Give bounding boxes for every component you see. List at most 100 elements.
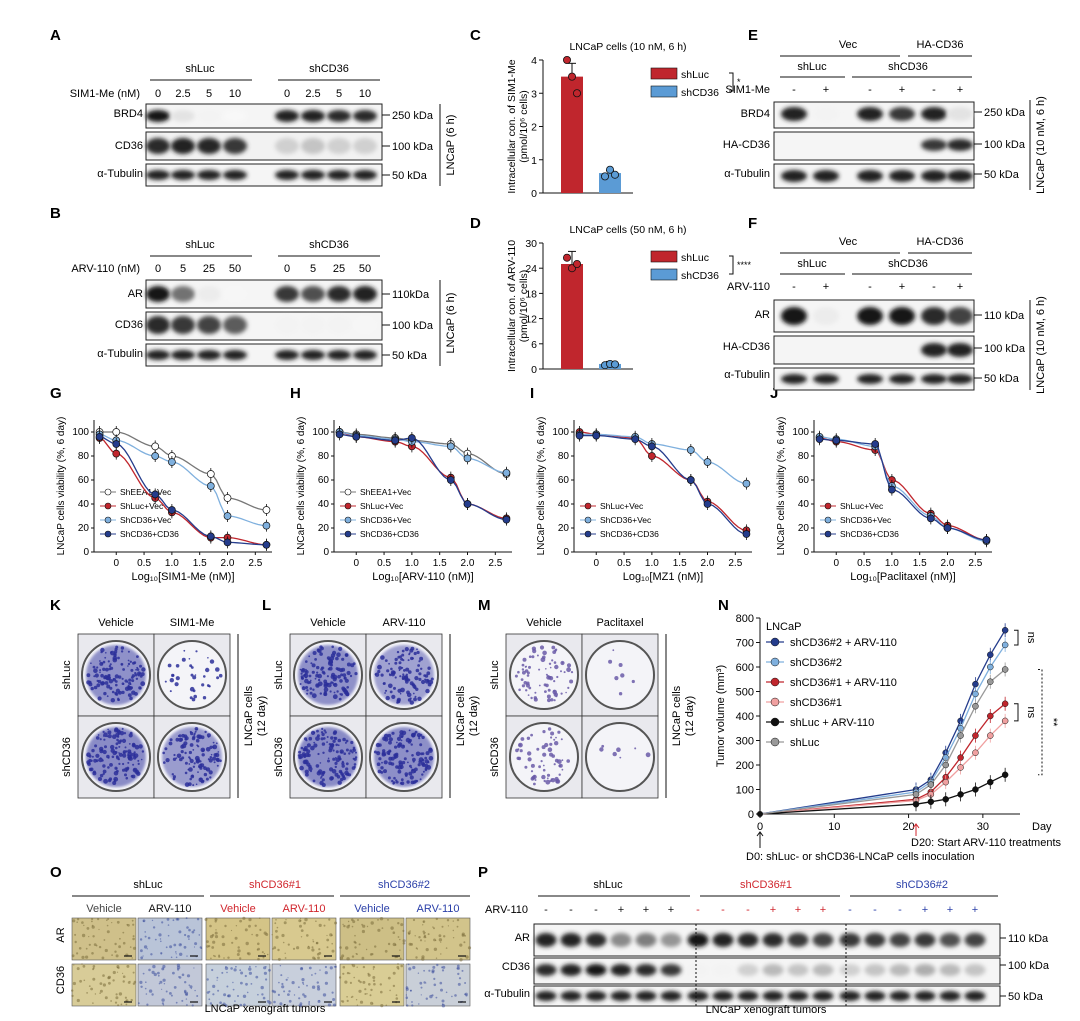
colony bbox=[532, 774, 537, 780]
x-tick-label: 1.5 bbox=[193, 558, 207, 569]
ihc-nucleus bbox=[239, 1003, 243, 1007]
x-tick-label: 1.5 bbox=[673, 558, 687, 569]
y-tick-label: 80 bbox=[558, 451, 570, 462]
ihc-nucleus bbox=[323, 924, 326, 927]
ihc-nucleus bbox=[357, 919, 359, 921]
treatment-signs: - - - + + + - - - + + + - - - + + + bbox=[544, 904, 978, 916]
colony bbox=[331, 769, 337, 774]
colony bbox=[86, 673, 91, 678]
ihc-nucleus bbox=[373, 982, 376, 986]
y-tick-label: 3 bbox=[531, 88, 537, 100]
ihc-nucleus bbox=[139, 938, 143, 941]
ihc-nucleus bbox=[211, 968, 214, 972]
colony bbox=[121, 677, 124, 680]
band-ar bbox=[921, 307, 947, 325]
colony bbox=[323, 729, 326, 732]
ihc-nucleus bbox=[107, 975, 111, 979]
band-cd36 bbox=[301, 316, 325, 334]
ihc-nucleus bbox=[99, 992, 101, 994]
ihc-nucleus bbox=[186, 955, 188, 957]
legend-label: shCD36#1 + ARV-110 bbox=[790, 677, 897, 689]
colony bbox=[545, 779, 551, 785]
band-ar bbox=[712, 933, 734, 947]
ihc-nucleus bbox=[457, 966, 460, 970]
colony bbox=[192, 675, 197, 680]
colony bbox=[333, 682, 338, 688]
colony bbox=[175, 676, 180, 681]
band-ar bbox=[947, 307, 973, 325]
ihc-nucleus bbox=[167, 924, 170, 926]
ihc-nucleus bbox=[342, 923, 344, 926]
group-shcd36-label: shCD36 bbox=[888, 61, 928, 73]
dose-label: 25 bbox=[333, 263, 345, 275]
ihc-nucleus bbox=[438, 934, 442, 938]
panel-d-bar-chart: LNCaP cells (50 nM, 6 h)0612182430Intrac… bbox=[506, 224, 752, 376]
treatment-sign: + bbox=[957, 281, 963, 293]
ihc-nucleus bbox=[313, 957, 316, 960]
ihc-nucleus bbox=[76, 998, 80, 1003]
ihc-nucleus bbox=[372, 976, 376, 979]
colony bbox=[100, 681, 105, 686]
ihc-nucleus bbox=[257, 993, 259, 996]
colony bbox=[405, 667, 410, 672]
colony bbox=[326, 675, 329, 678]
ihc-tile bbox=[271, 963, 337, 1007]
band-cd36 bbox=[964, 964, 986, 976]
chart-title: LNCaP cells (10 nM, 6 h) bbox=[569, 41, 686, 53]
ihc-nucleus bbox=[423, 934, 427, 938]
data-point bbox=[686, 446, 695, 454]
colony bbox=[303, 674, 306, 677]
colony bbox=[107, 756, 110, 759]
colony bbox=[401, 649, 405, 653]
band-tubulin bbox=[712, 991, 734, 1001]
dose-label: 0 bbox=[155, 88, 161, 100]
y-tick-label: 0 bbox=[563, 547, 569, 558]
ihc-nucleus bbox=[387, 976, 391, 980]
colony bbox=[547, 688, 551, 692]
colony bbox=[115, 746, 118, 750]
ihc-nucleus bbox=[78, 947, 82, 950]
colony bbox=[169, 690, 172, 693]
colony bbox=[99, 660, 101, 662]
data-point bbox=[942, 778, 949, 786]
ihc-nucleus bbox=[327, 1003, 331, 1007]
legend-marker bbox=[770, 657, 780, 667]
ihc-nucleus bbox=[140, 956, 144, 960]
ihc-tiles bbox=[71, 916, 472, 1008]
colony bbox=[401, 744, 405, 749]
colony bbox=[400, 739, 403, 742]
colony bbox=[388, 749, 392, 753]
ihc-nucleus bbox=[308, 1003, 310, 1006]
ihc-nucleus bbox=[284, 957, 287, 959]
colony bbox=[350, 663, 355, 668]
colony bbox=[410, 780, 415, 785]
y-tick-label: 0 bbox=[323, 547, 329, 558]
colony bbox=[93, 758, 97, 763]
ihc-nucleus bbox=[395, 994, 398, 997]
colony bbox=[218, 673, 223, 678]
ihc-nucleus bbox=[429, 994, 433, 999]
ihc-nucleus bbox=[88, 985, 91, 987]
colony bbox=[340, 751, 343, 754]
legend-label: shLuc bbox=[681, 69, 709, 81]
ihc-nucleus bbox=[409, 930, 411, 932]
ihc-nucleus bbox=[308, 966, 312, 970]
ihc-nucleus bbox=[97, 918, 100, 921]
plate-row-label: shLuc bbox=[489, 660, 501, 690]
colony bbox=[419, 656, 424, 661]
data-point bbox=[1001, 771, 1009, 779]
colony bbox=[608, 659, 613, 664]
colony bbox=[193, 762, 196, 765]
y-tick-label: 600 bbox=[736, 662, 754, 674]
colony bbox=[382, 749, 386, 753]
data-point bbox=[1001, 717, 1009, 725]
x-tick-label: 2.5 bbox=[728, 558, 742, 569]
ihc-nucleus bbox=[98, 928, 100, 931]
ihc-nucleus bbox=[122, 941, 126, 945]
colony bbox=[527, 751, 532, 756]
band-cd36 bbox=[223, 138, 247, 154]
colony bbox=[426, 765, 432, 770]
colony bbox=[547, 727, 552, 731]
treatment-signs: - + - + - + bbox=[792, 84, 963, 96]
y-tick-label: 300 bbox=[736, 736, 754, 748]
